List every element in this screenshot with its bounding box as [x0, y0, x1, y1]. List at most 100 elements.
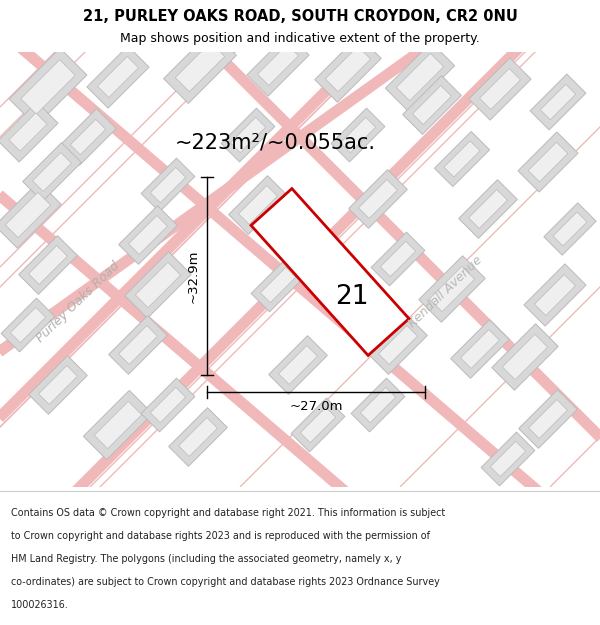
Polygon shape — [331, 108, 385, 162]
Text: ~27.0m: ~27.0m — [289, 399, 343, 412]
Polygon shape — [351, 378, 405, 432]
Polygon shape — [19, 236, 77, 294]
Text: co-ordinates) are subject to Crown copyright and database rights 2023 Ordnance S: co-ordinates) are subject to Crown copyr… — [11, 578, 440, 587]
Polygon shape — [119, 326, 157, 364]
Text: 21, PURLEY OAKS ROAD, SOUTH CROYDON, CR2 0NU: 21, PURLEY OAKS ROAD, SOUTH CROYDON, CR2… — [83, 9, 517, 24]
Polygon shape — [0, 182, 61, 248]
Polygon shape — [141, 158, 195, 212]
Polygon shape — [221, 108, 275, 162]
Text: Contains OS data © Crown copyright and database right 2021. This information is : Contains OS data © Crown copyright and d… — [11, 508, 445, 518]
Polygon shape — [23, 142, 82, 201]
Polygon shape — [403, 76, 461, 134]
Polygon shape — [492, 324, 558, 390]
Polygon shape — [60, 109, 116, 165]
Polygon shape — [490, 441, 526, 477]
Polygon shape — [125, 252, 191, 318]
Text: Map shows position and indicative extent of the property.: Map shows position and indicative extent… — [120, 32, 480, 45]
Polygon shape — [349, 169, 407, 228]
Polygon shape — [469, 189, 508, 229]
Polygon shape — [524, 264, 586, 326]
Polygon shape — [379, 326, 418, 364]
Polygon shape — [541, 84, 575, 119]
Polygon shape — [21, 60, 75, 114]
Polygon shape — [553, 212, 587, 246]
Polygon shape — [97, 56, 139, 98]
Polygon shape — [260, 268, 296, 302]
Polygon shape — [5, 192, 50, 238]
Polygon shape — [0, 102, 58, 162]
Polygon shape — [291, 398, 345, 452]
Polygon shape — [169, 408, 227, 466]
Polygon shape — [371, 232, 425, 286]
Polygon shape — [458, 179, 517, 238]
Text: 21: 21 — [335, 284, 369, 310]
Polygon shape — [430, 266, 475, 312]
Polygon shape — [315, 36, 381, 103]
Polygon shape — [444, 141, 480, 177]
Polygon shape — [385, 42, 455, 112]
Polygon shape — [544, 203, 596, 255]
Polygon shape — [151, 168, 185, 202]
Text: Purley Oaks Road: Purley Oaks Road — [34, 259, 122, 345]
Polygon shape — [301, 408, 335, 442]
Polygon shape — [451, 319, 509, 378]
Polygon shape — [535, 274, 575, 316]
Polygon shape — [109, 316, 167, 374]
Polygon shape — [530, 74, 586, 130]
Polygon shape — [251, 189, 409, 356]
Polygon shape — [10, 308, 46, 342]
Polygon shape — [38, 366, 77, 404]
Polygon shape — [151, 388, 185, 422]
Polygon shape — [340, 118, 376, 152]
Polygon shape — [380, 241, 416, 277]
Polygon shape — [83, 391, 152, 459]
Polygon shape — [32, 152, 71, 191]
Polygon shape — [528, 142, 568, 182]
Polygon shape — [239, 186, 277, 224]
Polygon shape — [502, 334, 548, 379]
Polygon shape — [119, 206, 178, 264]
Polygon shape — [94, 401, 142, 449]
Polygon shape — [479, 69, 521, 109]
Polygon shape — [247, 34, 309, 96]
Polygon shape — [361, 388, 395, 422]
Text: HM Land Registry. The polygons (including the associated geometry, namely x, y: HM Land Registry. The polygons (includin… — [11, 554, 401, 564]
Polygon shape — [397, 53, 443, 101]
Text: ~32.9m: ~32.9m — [187, 249, 199, 302]
Polygon shape — [175, 42, 225, 92]
Polygon shape — [9, 113, 47, 151]
Text: 100026316.: 100026316. — [11, 601, 68, 611]
Polygon shape — [9, 48, 87, 126]
Text: Kendall Avenue: Kendall Avenue — [406, 254, 484, 331]
Polygon shape — [359, 179, 397, 219]
Text: to Crown copyright and database rights 2023 and is reproduced with the permissio: to Crown copyright and database rights 2… — [11, 531, 430, 541]
Polygon shape — [164, 31, 236, 103]
Polygon shape — [368, 316, 427, 374]
Polygon shape — [481, 432, 535, 486]
Polygon shape — [518, 389, 577, 448]
Polygon shape — [469, 58, 531, 120]
Polygon shape — [179, 418, 217, 456]
Polygon shape — [269, 336, 328, 394]
Polygon shape — [419, 256, 485, 322]
Polygon shape — [29, 246, 67, 284]
Polygon shape — [136, 262, 181, 308]
Polygon shape — [413, 86, 451, 124]
Polygon shape — [141, 378, 195, 432]
Polygon shape — [325, 46, 371, 92]
Polygon shape — [87, 46, 149, 108]
Polygon shape — [128, 216, 167, 254]
Polygon shape — [1, 298, 55, 352]
Polygon shape — [251, 258, 305, 312]
Polygon shape — [434, 131, 490, 187]
Polygon shape — [278, 346, 317, 384]
Polygon shape — [518, 132, 578, 192]
Polygon shape — [229, 176, 287, 234]
Polygon shape — [461, 329, 499, 369]
Text: ~223m²/~0.055ac.: ~223m²/~0.055ac. — [175, 132, 376, 152]
Polygon shape — [257, 44, 299, 86]
Polygon shape — [29, 356, 88, 414]
Polygon shape — [70, 119, 106, 154]
Polygon shape — [529, 399, 568, 439]
Polygon shape — [230, 118, 266, 152]
